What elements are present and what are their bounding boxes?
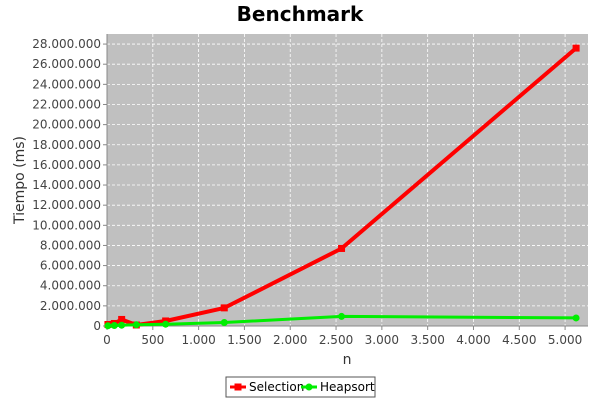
legend-marker-heapsort <box>305 383 313 391</box>
y-tick-label: 12.000.000 <box>32 198 101 212</box>
y-axis-ticks: 0 2.000.000 4.000.000 6.000.000 8.000.000 10.… <box>32 37 107 333</box>
y-tick-label: 24.000.000 <box>32 77 101 91</box>
y-tick-label: 2.000.000 <box>40 299 101 313</box>
y-tick-label: 14.000.000 <box>32 178 101 192</box>
data-point-heapsort <box>104 322 112 330</box>
legend: Selection Heapsort <box>225 376 376 398</box>
legend-items: Selection Heapsort <box>230 380 375 394</box>
x-axis-ticks: 0 500 1.000 1.500 2.000 2.500 3.000 3.500 4.000 4… <box>103 326 582 347</box>
x-tick-label: 5.000 <box>548 333 582 347</box>
y-tick-label: 0 <box>93 319 101 333</box>
x-tick-label: 3.500 <box>410 333 444 347</box>
x-tick-label: 4.000 <box>456 333 490 347</box>
y-tick-label: 28.000.000 <box>32 37 101 51</box>
x-tick-label: 4.500 <box>502 333 536 347</box>
x-tick-label: 0 <box>103 333 111 347</box>
data-point-heapsort <box>338 312 346 320</box>
data-point-heapsort <box>118 321 126 329</box>
x-axis-label: n <box>343 352 352 368</box>
data-point-selection <box>338 244 346 252</box>
legend-box <box>225 376 376 398</box>
data-point-heapsort <box>162 320 170 328</box>
x-tick-label: 500 <box>141 333 164 347</box>
y-tick-label: 26.000.000 <box>32 57 101 71</box>
y-tick-label: 16.000.000 <box>32 158 101 172</box>
y-tick-label: 4.000.000 <box>40 279 101 293</box>
data-point-selection <box>118 315 126 323</box>
y-tick-label: 8.000.000 <box>40 238 101 252</box>
legend-marker-selection <box>234 383 242 391</box>
data-point-heapsort <box>572 314 580 322</box>
y-axis-label: Tiempo (ms) <box>12 136 28 225</box>
legend-label-selection: Selection <box>249 380 304 394</box>
x-tick-label: 3.000 <box>365 333 399 347</box>
data-point-selection <box>572 44 580 52</box>
x-tick-label: 1.000 <box>181 333 215 347</box>
x-tick-label: 2.000 <box>273 333 307 347</box>
data-point-heapsort <box>110 321 118 329</box>
chart-title: Benchmark <box>237 2 364 26</box>
data-point-selection <box>220 304 228 312</box>
y-tick-label: 22.000.000 <box>32 97 101 111</box>
grid <box>107 34 588 326</box>
y-tick-label: 18.000.000 <box>32 138 101 152</box>
y-tick-label: 20.000.000 <box>32 118 101 132</box>
legend-label-heapsort: Heapsort <box>320 380 375 394</box>
x-tick-label: 1.500 <box>227 333 261 347</box>
y-tick-label: 6.000.000 <box>40 259 101 273</box>
x-tick-label: 2.500 <box>319 333 353 347</box>
plot-area <box>107 34 588 326</box>
data-point-heapsort <box>220 318 228 326</box>
y-tick-label: 10.000.000 <box>32 218 101 232</box>
data-point-heapsort <box>132 321 140 329</box>
series-layer <box>104 44 580 330</box>
